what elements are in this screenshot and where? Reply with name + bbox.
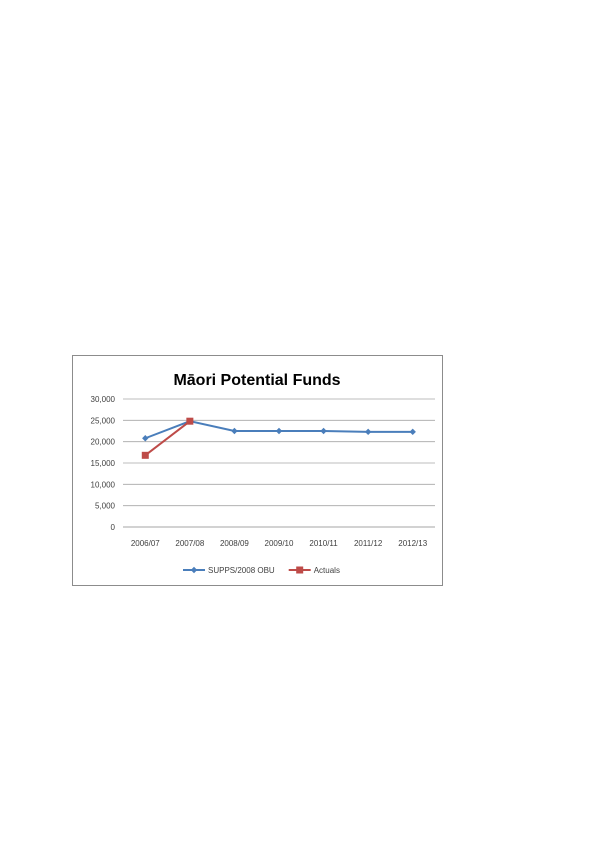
- y-tick-label: 5,000: [95, 502, 116, 511]
- x-tick-label: 2006/07: [131, 539, 160, 548]
- legend: SUPPS/2008 OBU Actuals: [183, 566, 340, 575]
- x-tick-label: 2012/13: [398, 539, 427, 548]
- x-tick-label: 2010/11: [309, 539, 338, 548]
- data-point: [364, 428, 372, 436]
- series-line: [144, 420, 191, 457]
- y-axis-tick-labels: 0 5,000 10,000 15,000 20,000 25,000 30,000: [91, 395, 116, 532]
- y-tick-label: 20,000: [91, 438, 116, 447]
- y-tick-label: 25,000: [91, 416, 116, 425]
- legend-label: Actuals: [314, 566, 340, 575]
- chart-container: Māori Potential Funds 0 5,000 10,000 15,000…: [72, 355, 443, 586]
- chart-title: Māori Potential Funds: [173, 372, 340, 389]
- legend-item: Actuals: [288, 566, 340, 575]
- x-axis-tick-labels: 2006/07 2007/08 2008/09 2009/10 2010/11 2011/…: [131, 539, 428, 548]
- x-tick-label: 2008/09: [220, 539, 249, 548]
- legend-marker: [190, 566, 198, 574]
- data-point: [141, 451, 149, 459]
- x-tick-label: 2011/12: [354, 539, 383, 548]
- y-tick-label: 10,000: [91, 480, 116, 489]
- y-tick-label: 15,000: [91, 459, 116, 468]
- y-tick-label: 0: [111, 523, 116, 532]
- data-point: [275, 427, 283, 435]
- data-point: [186, 417, 194, 425]
- legend-marker: [296, 566, 304, 574]
- data-point: [320, 427, 327, 435]
- line-chart: Māori Potential Funds 0 5,000 10,000 15,000…: [91, 372, 435, 575]
- legend-label: SUPPS/2008 OBU: [208, 566, 275, 575]
- data-point: [142, 435, 149, 442]
- gridlines: [123, 398, 435, 528]
- series-2: [141, 417, 194, 459]
- x-tick-label: 2007/08: [175, 539, 204, 548]
- data-point: [409, 428, 416, 436]
- y-tick-label: 30,000: [91, 395, 116, 404]
- data-point: [231, 427, 238, 435]
- series-1: [142, 417, 416, 442]
- legend-item: SUPPS/2008 OBU: [183, 566, 275, 575]
- x-tick-label: 2009/10: [265, 539, 294, 548]
- series-lines: [141, 417, 416, 459]
